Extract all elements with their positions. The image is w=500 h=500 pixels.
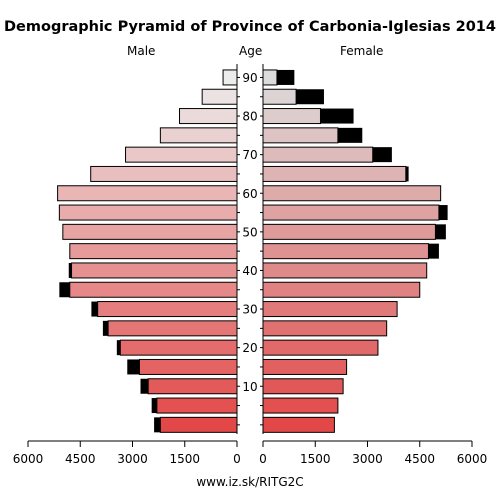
female-foreign-bar-65-69: [405, 166, 409, 182]
male-bar-20-24: [119, 339, 238, 356]
age-label-20: 20: [242, 341, 257, 355]
male-foreign-bar-20-24: [116, 340, 121, 356]
female-bar-75-79: [262, 127, 339, 144]
male-x-tick-label: 0: [233, 452, 241, 466]
age-label-50: 50: [242, 225, 257, 239]
female-bar-0-4: [262, 416, 335, 433]
female-bar-50-54: [262, 223, 436, 240]
male-foreign-bar-15-19: [127, 359, 140, 375]
male-foreign-bar-35-39: [59, 282, 70, 298]
female-bar-15-19: [262, 358, 348, 375]
male-bar-40-44: [71, 262, 238, 279]
female-bar-60-64: [262, 185, 442, 202]
female-bar-10-14: [262, 378, 344, 395]
female-x-tick-label: 4500: [404, 452, 435, 466]
male-bar-70-74: [125, 146, 238, 163]
male-header: Male: [127, 44, 156, 58]
female-x-tick-label: 6000: [457, 452, 488, 466]
male-foreign-bar-0-4: [154, 417, 161, 433]
male-x-tick-label: 3000: [117, 452, 148, 466]
female-foreign-bar-50-54: [435, 224, 446, 240]
male-bar-80-84: [179, 108, 238, 125]
female-bar-65-69: [262, 165, 407, 182]
male-bar-45-49: [69, 243, 238, 260]
female-foreign-bar-45-49: [428, 243, 439, 259]
female-header: Female: [340, 44, 384, 58]
female-x-tick-label: 3000: [352, 452, 383, 466]
female-foreign-bar-90+: [276, 69, 295, 85]
age-label-10: 10: [242, 380, 257, 394]
male-x-tick-label: 1500: [169, 452, 200, 466]
male-bar-75-79: [159, 127, 238, 144]
male-bar-0-4: [159, 416, 238, 433]
male-foreign-bar-40-44: [68, 262, 72, 278]
male-bar-65-69: [90, 165, 238, 182]
male-bar-5-9: [156, 397, 238, 414]
female-bar-20-24: [262, 339, 379, 356]
female-foreign-bar-80-84: [320, 108, 354, 124]
female-bar-35-39: [262, 281, 421, 298]
age-label-30: 30: [242, 303, 257, 317]
male-bar-15-19: [138, 358, 238, 375]
female-bar-80-84: [262, 108, 321, 125]
female-foreign-bar-70-74: [372, 147, 392, 163]
age-label-80: 80: [242, 110, 257, 124]
male-bar-10-14: [147, 378, 238, 395]
age-label-40: 40: [242, 264, 257, 278]
male-foreign-bar-10-14: [140, 378, 149, 394]
age-label-90: 90: [242, 71, 257, 85]
female-x-tick-label: 0: [259, 452, 267, 466]
age-label-70: 70: [242, 148, 257, 162]
male-foreign-bar-5-9: [151, 398, 157, 414]
female-x-tick-label: 1500: [300, 452, 331, 466]
age-header: Age: [239, 44, 263, 58]
female-bar-70-74: [262, 146, 374, 163]
female-bar-40-44: [262, 262, 428, 279]
male-bar-60-64: [57, 185, 238, 202]
male-bar-90+: [222, 69, 238, 86]
male-foreign-bar-30-34: [91, 301, 98, 317]
female-bar-90+: [262, 69, 278, 86]
male-bar-35-39: [69, 281, 238, 298]
female-bar-55-59: [262, 204, 440, 221]
chart-title: Demographic Pyramid of Province of Carbo…: [4, 19, 496, 35]
female-bar-30-34: [262, 301, 398, 318]
female-foreign-bar-85-89: [296, 89, 324, 105]
male-x-tick-label: 6000: [13, 452, 44, 466]
male-bar-30-34: [97, 301, 238, 318]
male-bar-50-54: [62, 223, 238, 240]
female-bar-25-29: [262, 320, 388, 337]
female-foreign-bar-75-79: [337, 127, 363, 143]
source-footer: www.iz.sk/RITG2C: [196, 475, 304, 489]
male-bar-25-29: [107, 320, 238, 337]
male-bar-55-59: [58, 204, 238, 221]
male-bar-85-89: [201, 88, 238, 105]
female-foreign-bar-55-59: [438, 205, 448, 221]
age-label-60: 60: [242, 187, 257, 201]
male-foreign-bar-25-29: [102, 320, 109, 336]
male-x-tick-label: 4500: [65, 452, 96, 466]
female-bar-45-49: [262, 243, 429, 260]
female-bar-5-9: [262, 397, 339, 414]
female-bar-85-89: [262, 88, 297, 105]
